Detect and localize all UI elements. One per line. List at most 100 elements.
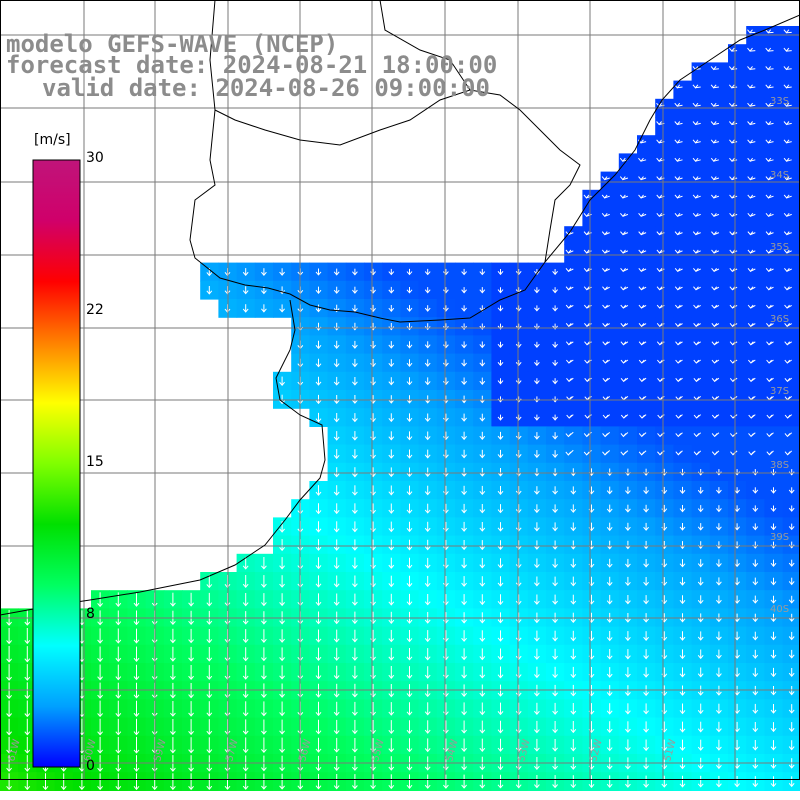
arrow-head bbox=[697, 599, 704, 605]
arrow-head bbox=[515, 637, 522, 642]
arrow-head bbox=[6, 694, 12, 700]
arrow-head bbox=[461, 289, 467, 294]
arrow-head bbox=[497, 362, 504, 367]
speed-cell bbox=[709, 317, 729, 336]
arrow-head bbox=[674, 286, 681, 291]
arrow-head bbox=[479, 637, 486, 642]
speed-cell bbox=[691, 208, 711, 227]
arrow-head bbox=[97, 731, 103, 736]
arrow-head bbox=[242, 730, 249, 735]
arrow-head bbox=[443, 454, 449, 459]
speed-cell bbox=[582, 299, 602, 318]
arrow-head bbox=[788, 581, 795, 586]
arrow-head bbox=[656, 176, 663, 181]
arrow-head bbox=[620, 414, 627, 419]
arrow-head bbox=[497, 619, 504, 624]
arrow-head bbox=[656, 341, 663, 346]
arrow-head bbox=[770, 654, 777, 659]
arrow-head bbox=[606, 728, 613, 733]
arrow-head bbox=[170, 639, 176, 644]
arrow-head bbox=[315, 748, 322, 753]
arrow-head bbox=[315, 638, 322, 643]
arrow-head bbox=[424, 472, 431, 477]
arrow-head bbox=[115, 731, 122, 736]
arrow-head bbox=[625, 526, 631, 532]
speed-cell bbox=[709, 80, 729, 100]
speed-cell bbox=[637, 244, 656, 264]
arrow-head bbox=[729, 304, 736, 309]
arrow-head bbox=[261, 693, 267, 698]
arrow-head bbox=[788, 727, 795, 733]
arrow-head bbox=[497, 637, 504, 642]
arrow-head bbox=[352, 711, 358, 716]
arrow-head bbox=[424, 271, 431, 276]
arrow-head bbox=[565, 323, 572, 328]
speed-cell bbox=[691, 80, 711, 100]
arrow-head bbox=[206, 620, 213, 625]
arrow-head bbox=[747, 194, 754, 199]
arrow-head bbox=[783, 139, 790, 144]
arrow-head bbox=[443, 766, 449, 771]
arrow-head bbox=[565, 268, 572, 273]
arrow-head bbox=[606, 600, 613, 605]
arrow-head bbox=[261, 675, 267, 680]
arrow-head bbox=[133, 767, 140, 772]
speed-cell bbox=[728, 244, 747, 264]
wind-arrow bbox=[695, 104, 701, 107]
arrow-head bbox=[515, 490, 522, 495]
arrow-head bbox=[729, 157, 735, 162]
arrow-head bbox=[461, 711, 467, 716]
arrow-head bbox=[788, 746, 795, 751]
arrow-head bbox=[643, 508, 649, 513]
arrow-head bbox=[534, 747, 540, 752]
arrow-head bbox=[765, 194, 772, 199]
arrow-head bbox=[42, 767, 49, 772]
arrow-head bbox=[370, 399, 376, 404]
arrow-head bbox=[625, 600, 631, 605]
speed-cell bbox=[764, 262, 784, 282]
arrow-head bbox=[406, 583, 413, 588]
wind-arrow bbox=[786, 159, 792, 162]
speed-cell bbox=[728, 280, 747, 300]
arrow-head bbox=[424, 693, 431, 698]
arrow-head bbox=[443, 582, 449, 587]
arrow-head bbox=[734, 783, 740, 788]
arrow-head bbox=[424, 619, 431, 624]
arrow-head bbox=[729, 212, 735, 218]
arrow-head bbox=[625, 545, 631, 550]
arrow-head bbox=[315, 344, 322, 350]
arrow-head bbox=[770, 672, 777, 678]
arrow-head bbox=[333, 583, 340, 588]
speed-cell bbox=[582, 353, 602, 373]
arrow-head bbox=[370, 546, 376, 551]
arrow-head bbox=[765, 139, 772, 144]
arrow-head bbox=[583, 268, 590, 273]
arrow-head bbox=[261, 620, 267, 625]
arrow-head bbox=[479, 490, 486, 496]
wind-arrow bbox=[695, 159, 701, 162]
arrow-head bbox=[788, 507, 795, 512]
arrow-head bbox=[565, 341, 572, 346]
arrow-head bbox=[602, 268, 608, 273]
arrow-head bbox=[638, 359, 645, 364]
arrow-head bbox=[716, 746, 722, 751]
wind-arrow bbox=[677, 104, 683, 107]
arrow-head bbox=[24, 731, 31, 736]
speed-cell bbox=[746, 353, 765, 373]
arrow-head bbox=[388, 509, 395, 514]
arrow-head bbox=[461, 380, 467, 386]
arrow-head bbox=[747, 249, 754, 254]
arrow-head bbox=[747, 66, 753, 71]
speed-cell bbox=[564, 317, 583, 336]
arrow-head bbox=[6, 785, 12, 791]
arrow-head bbox=[693, 414, 700, 419]
arrow-head bbox=[534, 472, 540, 477]
speed-cell bbox=[673, 371, 693, 391]
arrow-head bbox=[479, 380, 486, 385]
arrow-head bbox=[784, 286, 790, 291]
speed-cell bbox=[618, 189, 638, 209]
arrow-head bbox=[515, 545, 522, 550]
arrow-head bbox=[601, 212, 608, 218]
arrow-head bbox=[693, 304, 699, 309]
arrow-head bbox=[333, 656, 340, 661]
